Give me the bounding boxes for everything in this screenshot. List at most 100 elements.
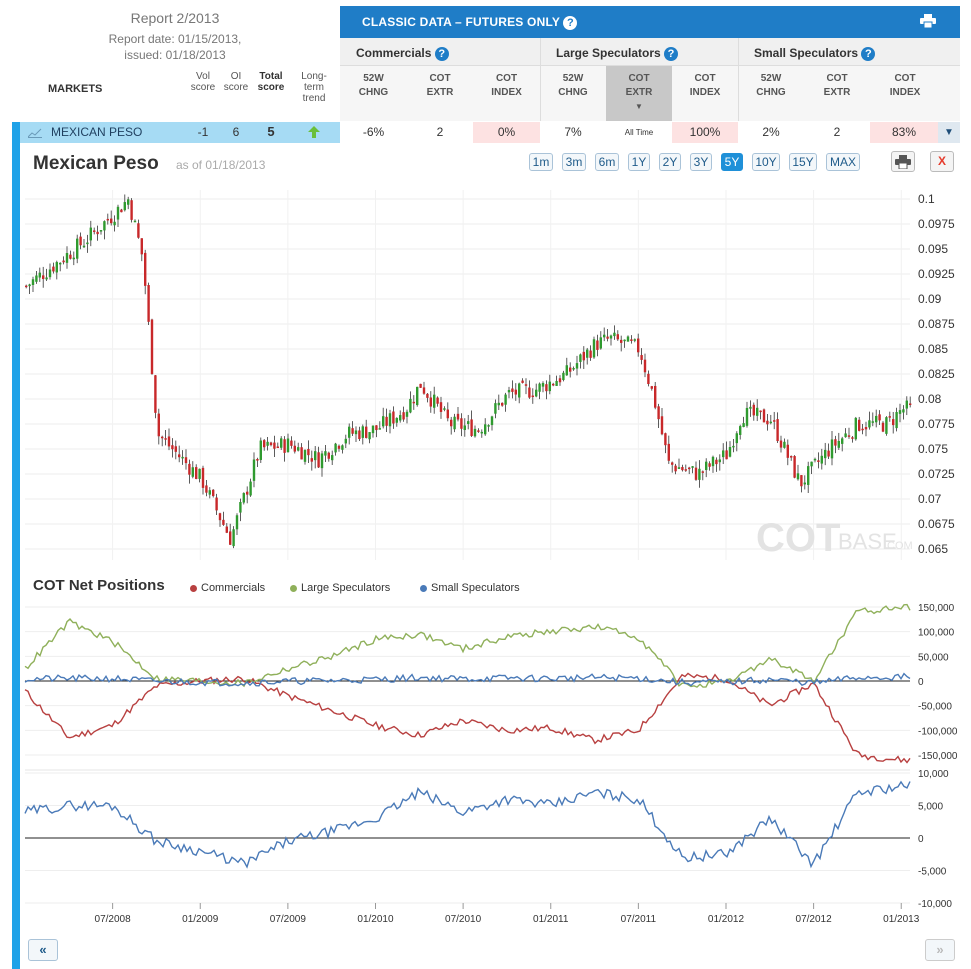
zoom-max-button[interactable]: MAX (826, 153, 860, 171)
zoom-5y-button[interactable]: 5Y (721, 153, 743, 171)
candle-body (331, 455, 334, 461)
candle-body (562, 372, 565, 381)
candle-body (426, 393, 429, 398)
x-tick-label: 01/2013 (883, 914, 920, 925)
candle-body (446, 409, 449, 419)
col-cot-extr-active[interactable]: COT EXTR ▼ (606, 66, 672, 121)
zoom-2y-button[interactable]: 2Y (659, 153, 681, 171)
col-cot-index[interactable]: COT INDEX (870, 66, 940, 121)
candle-body (779, 440, 783, 448)
candle-body (147, 285, 150, 322)
candle-body (647, 373, 650, 385)
candle-body (688, 467, 691, 470)
candle-body (416, 386, 419, 406)
legend-large-speculators[interactable]: Large Speculators (290, 582, 390, 594)
candle-body (453, 416, 456, 430)
price-y-tick-label: 0.075 (918, 442, 948, 456)
candle-body (511, 388, 514, 392)
comm-52w-chng: -6% (362, 125, 385, 139)
zoom-6m-button[interactable]: 6m (595, 153, 619, 171)
col-52w-chng[interactable]: 52W CHNG (738, 66, 804, 121)
candle-body (504, 394, 507, 405)
ls-52w-chng: 7% (564, 125, 582, 139)
candle-body (643, 359, 647, 373)
candle-body (164, 438, 167, 440)
close-chart-button[interactable]: X (930, 151, 954, 172)
zoom-15y-button[interactable]: 15Y (789, 153, 817, 171)
help-icon[interactable]: ? (434, 46, 449, 61)
candle-body (820, 455, 823, 464)
candle-body (48, 269, 52, 278)
zoom-1m-button[interactable]: 1m (529, 153, 553, 171)
next-period-button[interactable]: » (925, 939, 955, 961)
candle-body (439, 402, 443, 412)
candle-body (181, 456, 184, 459)
zoom-3y-button[interactable]: 3Y (690, 153, 712, 171)
candle-body (256, 458, 259, 461)
candle-body (79, 236, 82, 246)
market-row[interactable]: MEXICAN PESO -1 6 5 -6% 2 0% 7% All Time… (20, 122, 960, 143)
print-chart-button[interactable] (891, 151, 915, 172)
col-cot-index[interactable]: COT INDEX (473, 66, 540, 121)
candle-body (456, 413, 460, 420)
x-tick-label: 07/2008 (95, 914, 132, 925)
col-label: INDEX (689, 87, 721, 98)
help-icon[interactable]: ? (563, 15, 578, 30)
prev-period-button[interactable]: « (28, 939, 58, 961)
price-y-tick-label: 0.1 (918, 192, 935, 206)
candle-body (293, 445, 296, 452)
cot-y-tick-label: -100,000 (918, 726, 958, 737)
candle-body (728, 447, 732, 457)
candle-body (749, 406, 752, 409)
cot-series-small-speculators (24, 672, 911, 687)
candle-body (524, 384, 528, 386)
legend-commercials[interactable]: Commercials (190, 582, 265, 594)
small-y-tick-label: 10,000 (918, 769, 949, 780)
price-y-tick-label: 0.065 (918, 542, 948, 556)
total-score-header: Total score (253, 71, 289, 93)
print-icon[interactable] (920, 14, 936, 28)
candle-body (892, 419, 895, 426)
help-icon[interactable]: ? (861, 46, 876, 61)
candle-body (412, 401, 415, 404)
candle-body (807, 466, 810, 485)
candle-body (188, 463, 191, 475)
candle-body (280, 438, 283, 448)
help-icon[interactable]: ? (664, 46, 679, 61)
col-cot-extr[interactable]: COT EXTR (407, 66, 473, 121)
candle-body (93, 230, 96, 232)
candle-body (725, 450, 728, 460)
col-cot-extr[interactable]: COT EXTR (804, 66, 870, 121)
candle-body (198, 468, 201, 479)
col-label: CHNG (358, 87, 389, 98)
candle-body (626, 336, 630, 342)
legend-small-speculators[interactable]: Small Speculators (420, 582, 520, 594)
candle-body (150, 319, 154, 375)
zoom-3m-button[interactable]: 3m (562, 153, 586, 171)
col-label: COT (628, 73, 650, 84)
candle-body (110, 218, 113, 224)
candle-body (674, 465, 677, 472)
candle-body (637, 338, 640, 353)
divider (540, 38, 541, 121)
caret-down-icon[interactable]: ▼ (938, 122, 960, 143)
candle-body (664, 433, 667, 446)
col-cot-index[interactable]: COT INDEX (672, 66, 738, 121)
candle-body (711, 456, 715, 467)
candle-body (623, 339, 626, 342)
candle-body (603, 334, 606, 338)
candle-body (552, 383, 555, 386)
zoom-10y-button[interactable]: 10Y (752, 153, 780, 171)
trend-header-line1: Long- (301, 71, 327, 82)
candle-body (667, 443, 670, 461)
candle-body (528, 387, 531, 398)
zoom-1y-button[interactable]: 1Y (628, 153, 650, 171)
market-name[interactable]: MEXICAN PESO (51, 125, 143, 139)
candle-body (161, 436, 164, 439)
ss-52w-chng: 2% (762, 125, 780, 139)
candle-body (269, 442, 273, 446)
ls-cot-index: 100% (672, 122, 738, 143)
candle-body (739, 426, 742, 435)
col-52w-chng[interactable]: 52W CHNG (340, 66, 407, 121)
col-52w-chng[interactable]: 52W CHNG (540, 66, 606, 121)
